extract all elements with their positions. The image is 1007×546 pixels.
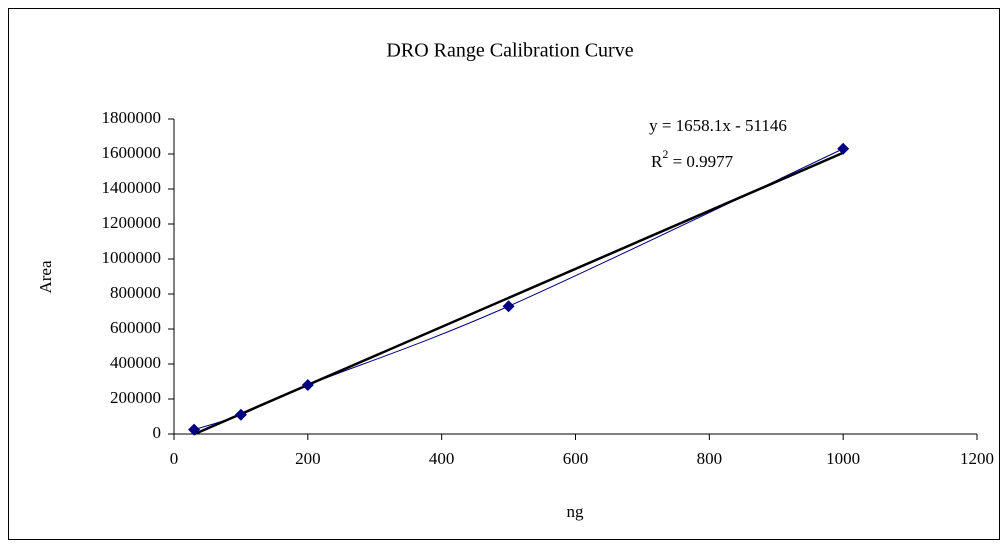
y-tick-label: 400000 (110, 353, 161, 372)
x-axis-label: ng (567, 502, 585, 521)
x-tick-label: 0 (170, 449, 179, 468)
y-tick-label: 1200000 (102, 213, 162, 232)
r-squared-base: R (651, 152, 663, 171)
trend-equation: y = 1658.1x - 51146 (649, 116, 787, 135)
y-tick-label: 600000 (110, 318, 161, 337)
y-tick-label: 1800000 (102, 108, 162, 127)
r-squared-sup: 2 (662, 147, 668, 161)
r-squared-value: = 0.9977 (668, 152, 733, 171)
data-point (837, 142, 850, 155)
x-tick-label: 1200 (960, 449, 994, 468)
y-tick-label: 1400000 (102, 178, 162, 197)
x-tick-label: 600 (563, 449, 589, 468)
x-tick-label: 400 (429, 449, 455, 468)
x-tick-label: 1000 (826, 449, 860, 468)
trendline (193, 151, 844, 436)
data-point (188, 423, 201, 436)
y-tick-label: 200000 (110, 388, 161, 407)
x-tick-label: 200 (295, 449, 321, 468)
y-tick-label: 800000 (110, 283, 161, 302)
y-tick-label: 0 (153, 423, 162, 442)
data-point (234, 408, 247, 421)
y-tick-label: 1000000 (102, 248, 162, 267)
data-point (301, 379, 314, 391)
r-squared: R2 = 0.9977 (651, 147, 734, 171)
x-tick-label: 800 (697, 449, 723, 468)
y-tick-label: 1600000 (102, 143, 162, 162)
data-point (502, 300, 515, 313)
chart-title: DRO Range Calibration Curve (386, 40, 633, 62)
y-axis-label: Area (36, 260, 55, 293)
